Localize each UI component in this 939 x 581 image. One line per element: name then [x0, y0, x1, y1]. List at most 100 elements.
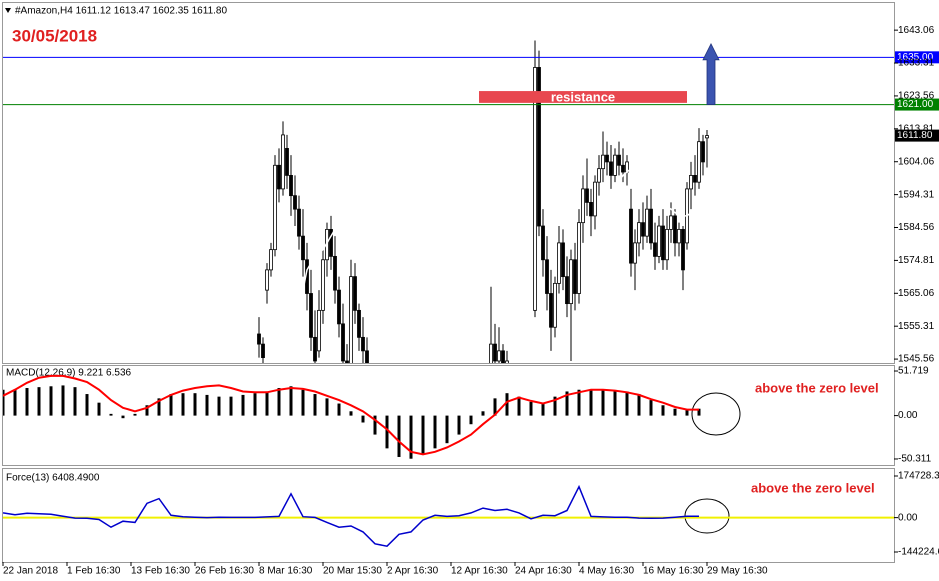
candle-body	[329, 228, 333, 257]
histogram-bar	[445, 415, 449, 444]
level-label-box	[895, 98, 939, 111]
y-tick-label: 0.00	[898, 410, 918, 421]
histogram-bar	[601, 389, 605, 416]
level-label-box	[895, 51, 939, 64]
y-tick-label: -50.311	[898, 454, 932, 465]
histogram-bar	[337, 403, 341, 416]
histogram-bar	[517, 396, 521, 416]
candle-body	[597, 168, 601, 183]
candle-body	[285, 148, 289, 176]
force-annotation: above the zero level	[751, 480, 875, 495]
x-tick-label: 1 Feb 16:30	[67, 566, 121, 577]
candle-body	[313, 336, 317, 362]
price-label-box	[895, 129, 939, 142]
histogram-bar	[637, 394, 641, 416]
histogram-bar	[409, 415, 413, 459]
histogram-bar	[313, 394, 317, 416]
x-tick-label: 4 May 16:30	[579, 566, 634, 577]
candle-body	[593, 181, 597, 217]
candle-body	[549, 293, 553, 328]
candle-body	[657, 225, 661, 257]
candle-body	[257, 333, 261, 345]
macd-plot	[3, 374, 701, 459]
candle-body	[589, 202, 593, 217]
candle-body	[637, 222, 641, 244]
x-tick-label: 29 May 16:30	[707, 566, 768, 577]
candle-body	[689, 175, 693, 190]
candle-body	[581, 188, 585, 224]
force-title: Force(13) 6408.4900	[6, 473, 100, 484]
histogram-bar	[169, 394, 173, 416]
histogram-bar	[289, 386, 293, 416]
candle-body	[569, 259, 573, 305]
histogram-bar	[493, 398, 497, 416]
histogram-bar	[373, 415, 377, 435]
histogram-bar	[433, 415, 437, 449]
signal-line	[3, 374, 699, 456]
candle-body	[289, 175, 293, 197]
candle-body	[293, 195, 297, 210]
candle-body	[573, 259, 577, 294]
histogram-bar	[541, 402, 545, 416]
y-tick-label: 174728.3	[898, 471, 939, 482]
x-tick-label: 16 May 16:30	[643, 566, 704, 577]
candle-body	[621, 164, 625, 173]
candle-body	[309, 293, 313, 338]
histogram-bar	[13, 389, 17, 416]
y-tick-label: 1613.81	[898, 123, 935, 134]
y-tick-label: 1623.56	[898, 91, 935, 102]
candle-body	[565, 276, 569, 305]
candle-body	[561, 242, 565, 278]
histogram-bar	[529, 401, 533, 416]
histogram-bar	[277, 388, 281, 416]
histogram-bar	[577, 389, 581, 416]
histogram-bar	[37, 387, 41, 416]
candle-body	[333, 255, 337, 291]
histogram-bar	[3, 389, 5, 416]
candle-body	[701, 141, 705, 163]
candle-body	[341, 323, 345, 362]
histogram-bar	[301, 389, 305, 416]
histogram-bar	[193, 393, 197, 416]
histogram-bar	[697, 408, 701, 416]
force-line	[3, 484, 699, 548]
macd-title: MACD(12,26,9) 9.221 6.536	[6, 368, 132, 379]
y-tick-label: 1633.31	[898, 58, 935, 69]
candle-body	[317, 309, 321, 352]
histogram-bar	[649, 400, 653, 416]
histogram-bar	[265, 391, 269, 416]
candle-body	[545, 259, 549, 294]
candle-body	[357, 309, 361, 338]
arrow	[702, 42, 720, 105]
macd-annotation: above the zero level	[755, 380, 879, 395]
candle-body	[337, 289, 341, 325]
histogram-bar	[457, 415, 461, 435]
candle-body	[609, 161, 613, 176]
histogram-bar	[97, 402, 101, 416]
candle-body	[353, 276, 357, 311]
candle-body	[697, 141, 701, 183]
candle-body	[489, 343, 493, 363]
histogram-bar	[325, 398, 329, 416]
x-tick-label: 13 Feb 16:30	[131, 566, 190, 577]
candle-body	[629, 208, 633, 264]
candle-body	[533, 67, 537, 311]
histogram-bar	[133, 413, 137, 416]
level-label: 1621.00	[897, 99, 934, 110]
candle-body	[541, 225, 545, 261]
histogram-bar	[181, 393, 185, 416]
candle-body	[277, 164, 281, 190]
candle-body	[345, 360, 349, 363]
histogram-bar	[385, 415, 389, 449]
x-tick-label: 24 Apr 16:30	[515, 566, 572, 577]
x-tick-label: 2 Apr 16:30	[387, 566, 439, 577]
y-tick-label: 1594.31	[898, 189, 935, 200]
candle-body	[645, 208, 649, 237]
candle-body	[617, 154, 621, 166]
histogram-bar	[85, 394, 89, 416]
candle-body	[349, 276, 353, 363]
candle-body	[605, 154, 609, 163]
candle-body	[649, 208, 653, 244]
